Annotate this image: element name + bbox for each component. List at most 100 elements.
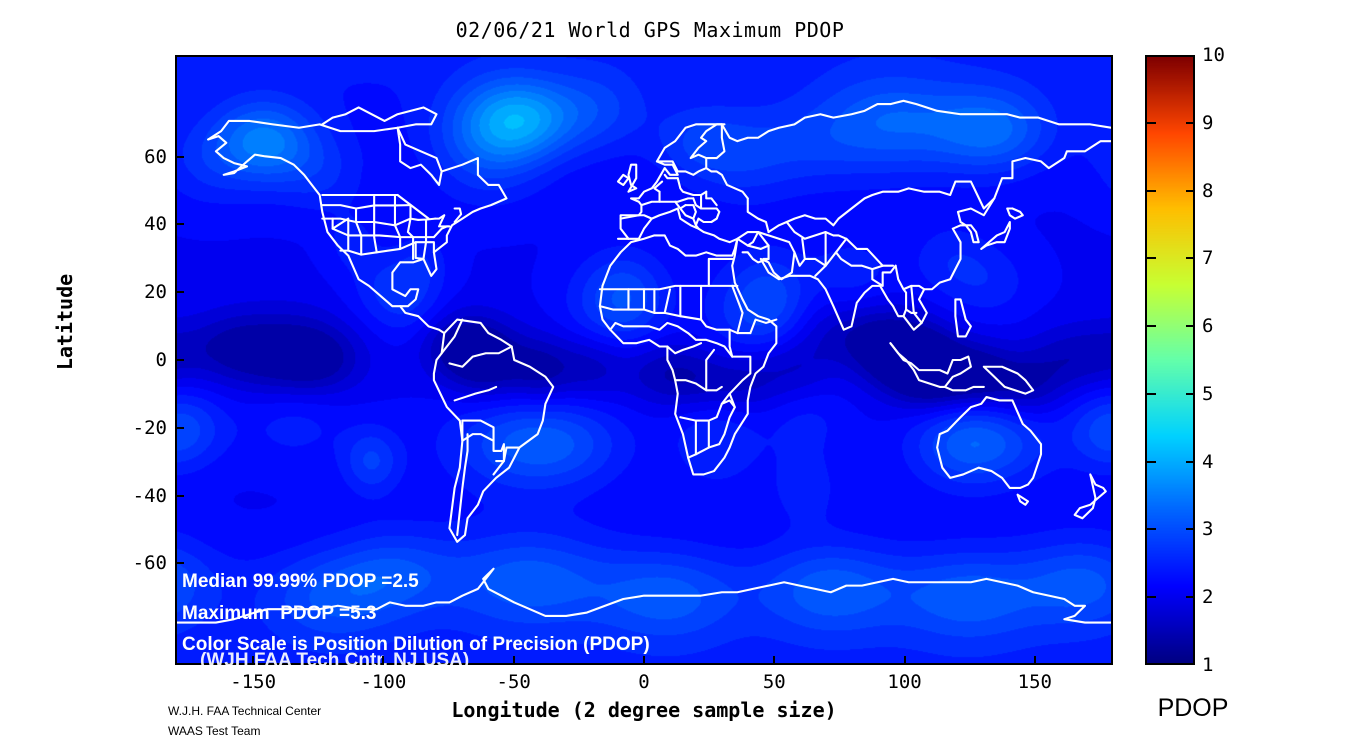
map-path-27: [440, 318, 464, 355]
y-tick-label-1: 40: [144, 213, 167, 236]
colorbar-tick-label-7: 3: [1202, 518, 1214, 541]
x-tick-label-2: -50: [496, 671, 531, 693]
colorbar-tick-label-4: 6: [1202, 315, 1214, 338]
map-path-71: [598, 305, 752, 335]
y-tick-mark-6: [175, 562, 184, 565]
footer: W.J.H. FAA Technical Center WAAS Test Te…: [168, 701, 321, 741]
map-path-33: [619, 99, 1111, 240]
map-path-56: [785, 220, 848, 240]
map-path-44: [674, 200, 687, 210]
map-path-78: [728, 392, 736, 409]
y-tick-mark-4: [175, 426, 184, 429]
map-path-36: [616, 173, 630, 186]
footer-line-2: WAAS Test Team: [168, 724, 261, 738]
x-tick-label-0: -150: [230, 671, 277, 693]
y-tick-mark-0: [175, 155, 184, 158]
map-path-94: [1073, 473, 1107, 520]
colorbar-tick-mark-6-0: [1147, 460, 1156, 463]
world-map-overlay: [177, 99, 1111, 624]
colorbar-gradient: [1147, 57, 1193, 663]
map-path-62: [741, 251, 770, 264]
map-path-37: [637, 214, 653, 220]
map-path-0: [207, 135, 446, 335]
map-path-95: [889, 342, 985, 392]
map-path-48: [684, 204, 697, 227]
x-tick-mark-0: [252, 656, 255, 665]
y-tick-label-5: -40: [132, 484, 167, 507]
map-path-97: [982, 365, 1035, 395]
map-path-57: [793, 237, 806, 267]
y-tick-mark-1: [175, 223, 184, 226]
colorbar-tick-mark-8-0: [1147, 596, 1156, 599]
annotation-source: (WJH FAA Tech Cntr, NJ USA): [200, 650, 470, 671]
map-path-35: [627, 163, 638, 193]
y-axis-title: Latitude: [53, 273, 77, 371]
map-path-96: [889, 342, 972, 388]
map-path-9: [321, 204, 412, 210]
y-tick-label-4: -20: [132, 416, 167, 439]
y-tick-label-0: 60: [144, 145, 167, 168]
y-tick-label-6: -60: [132, 552, 167, 575]
map-path-102: [177, 567, 1111, 624]
map-path-80: [666, 342, 703, 355]
colorbar-tick-mark-7-1: [1186, 528, 1195, 531]
map-path-100: [980, 220, 1011, 250]
map-path-2: [396, 126, 443, 186]
map-path-86: [749, 318, 778, 335]
map-path-99: [1006, 207, 1024, 220]
map-path-55: [767, 180, 996, 234]
map-path-92: [936, 396, 1043, 489]
map-plot-area: [175, 55, 1113, 665]
colorbar-tick-mark-1-0: [1147, 121, 1156, 124]
page-title: 02/06/21 World GPS Maximum PDOP: [455, 18, 845, 42]
map-path-5: [396, 193, 430, 220]
map-path-11: [354, 207, 363, 256]
map-path-51: [710, 210, 721, 224]
colorbar-tick-mark-7-0: [1147, 528, 1156, 531]
map-path-73: [609, 321, 734, 358]
colorbar-tick-mark-1-1: [1186, 121, 1195, 124]
map-path-60: [736, 231, 760, 247]
x-tick-label-3: 0: [638, 671, 650, 693]
map-path-14: [406, 204, 415, 261]
map-path-32: [736, 140, 1111, 331]
map-path-64: [834, 251, 895, 271]
colorbar-tick-label-5: 5: [1202, 382, 1214, 405]
map-path-16: [422, 218, 428, 261]
y-tick-label-2: 20: [144, 281, 167, 304]
y-tick-mark-2: [175, 291, 184, 294]
map-path-54: [746, 197, 770, 234]
map-path-34: [655, 123, 726, 176]
y-tick-mark-3: [175, 359, 184, 361]
colorbar-tick-label-9: 1: [1202, 654, 1214, 676]
map-path-63: [814, 231, 827, 277]
map-path-67: [894, 264, 908, 318]
map-path-74: [679, 355, 752, 422]
colorbar-tick-mark-5-0: [1147, 392, 1156, 395]
x-tick-label-1: -100: [360, 671, 407, 693]
y-tick-mark-5: [175, 494, 184, 497]
colorbar-tick-mark-3-1: [1186, 257, 1195, 260]
annotation-color-scale: Color Scale is Position Dilution of Prec…: [182, 634, 650, 655]
map-path-25: [453, 385, 498, 402]
map-path-66: [871, 264, 897, 287]
map-path-40: [653, 180, 664, 193]
x-tick-mark-6: [1033, 656, 1036, 665]
map-path-23: [461, 419, 505, 476]
colorbar-tick-mark-6-1: [1186, 460, 1195, 463]
annotation-median-pdop: Median 99.99% PDOP =2.5: [182, 571, 419, 592]
colorbar-tick-mark-4-0: [1147, 325, 1156, 328]
map-path-43: [676, 177, 708, 197]
map-path-72: [598, 257, 734, 291]
map-path-75: [687, 399, 736, 459]
map-path-38: [619, 214, 640, 220]
map-path-39: [640, 197, 695, 207]
map-path-12: [373, 193, 378, 254]
map-path-87: [731, 284, 744, 335]
map-path-79: [674, 379, 723, 392]
map-path-81: [705, 348, 716, 392]
footer-line-1: W.J.H. FAA Technical Center: [168, 704, 322, 718]
x-tick-mark-1: [382, 656, 385, 665]
map-path-70: [905, 308, 918, 314]
